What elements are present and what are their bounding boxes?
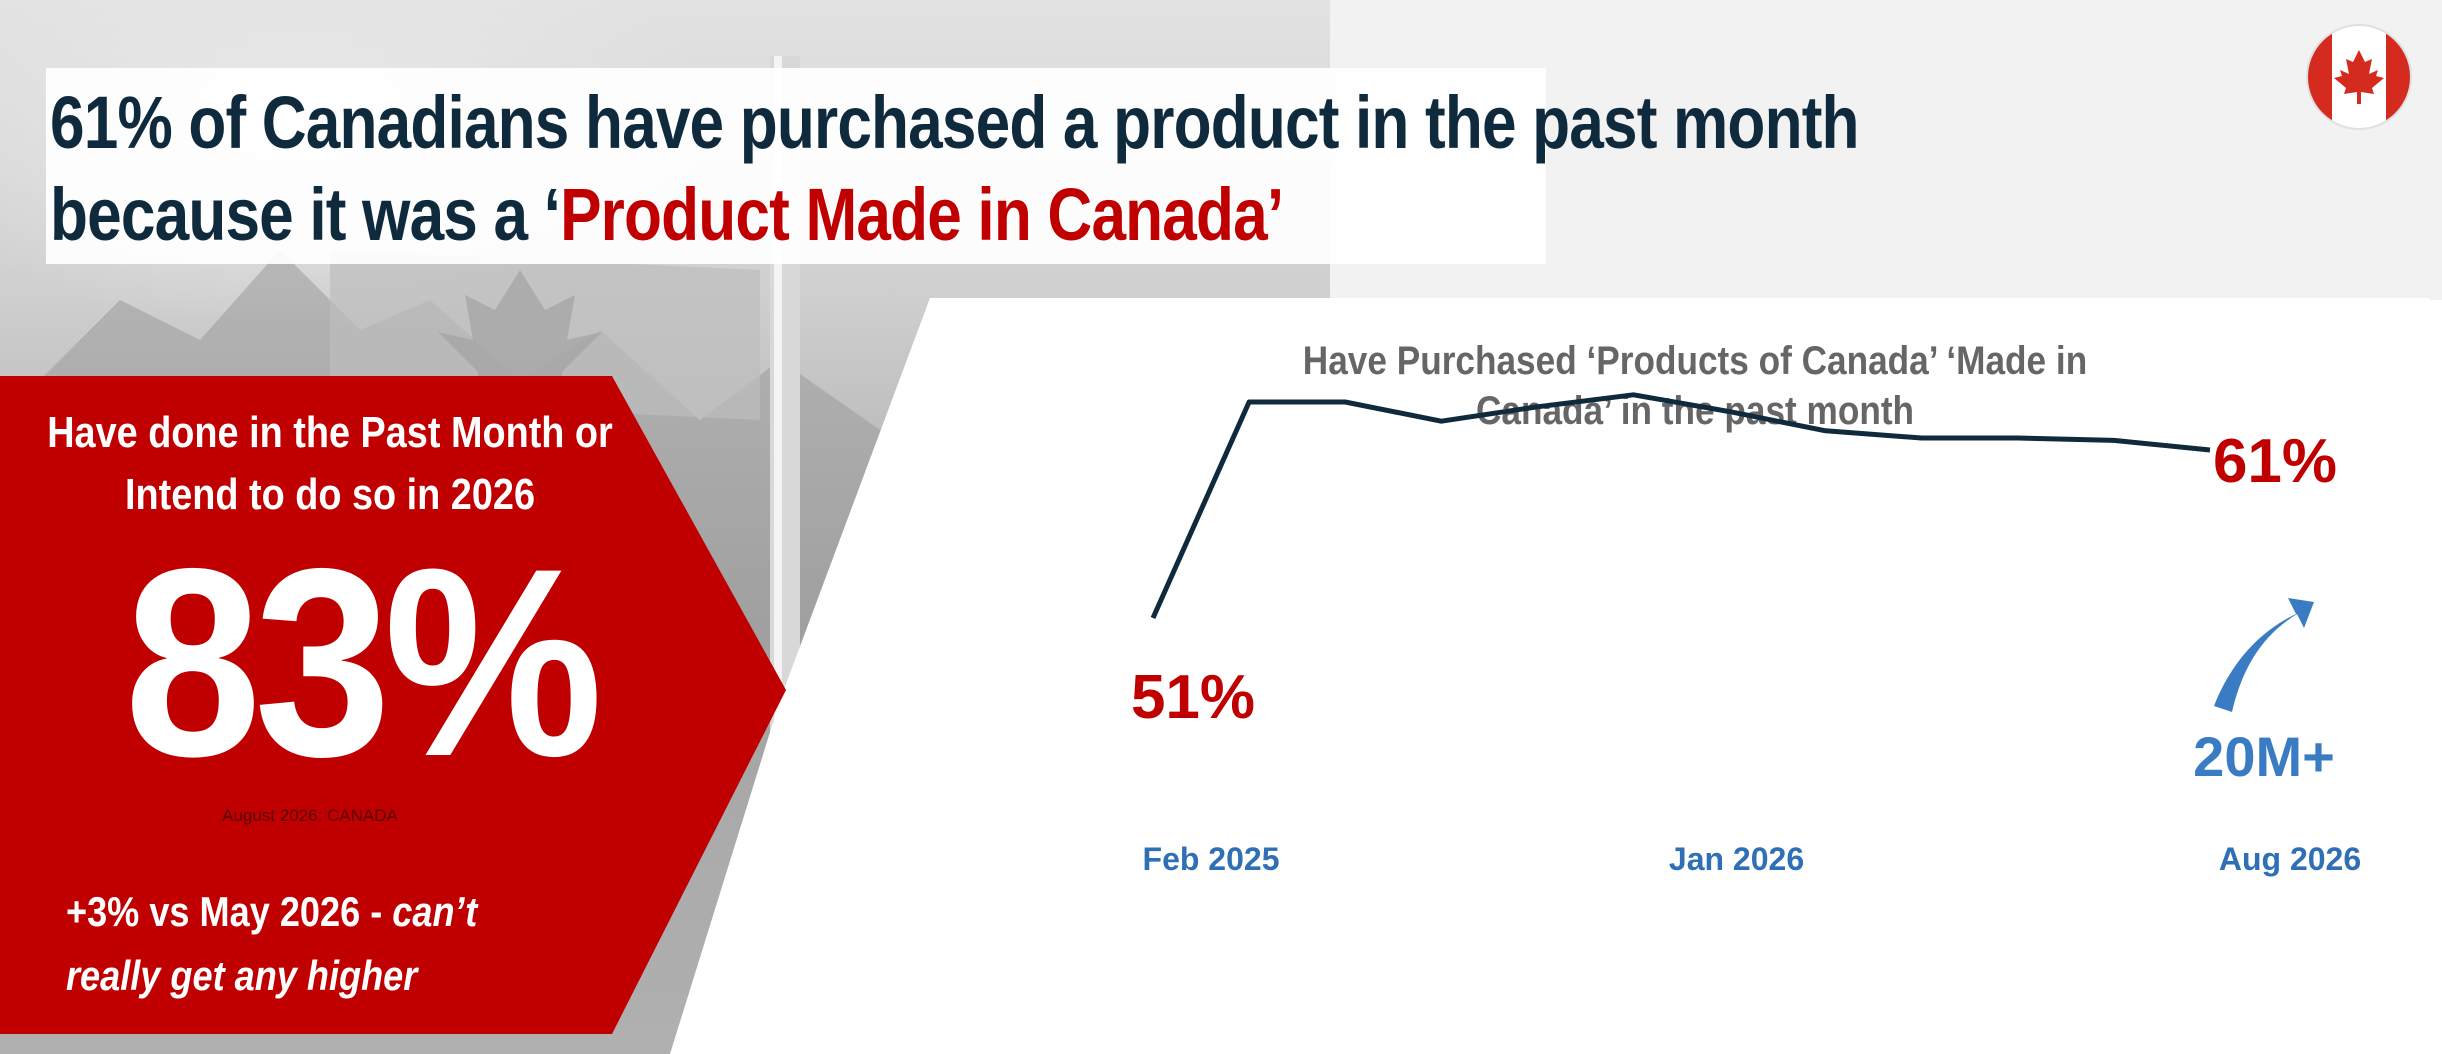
callout-heading-line-1: Have done in the Past Month or [47, 408, 613, 457]
data-label-start: 51% [1131, 663, 1255, 732]
title-highlight: Product Made in Canada [560, 173, 1268, 256]
x-tick-label: Jan 2026 [1669, 841, 1804, 877]
callout-note-italic-1: can’t [392, 888, 478, 935]
x-tick-label: Aug 2026 [2219, 841, 2361, 877]
annotation-20m: 20M+ [2193, 725, 2335, 788]
data-label-end: 61% [2213, 427, 2337, 496]
page-title-line-2: because it was a ‘Product Made in Canada… [50, 172, 1284, 257]
page-title-line-1: 61% of Canadians have purchased a produc… [50, 81, 1860, 164]
chart-title: Have Purchased ‘Products of Canada’ ‘Mad… [1302, 339, 2088, 433]
background-maple-leaf [438, 270, 602, 402]
callout-source: August 2026: CANADA [222, 806, 398, 825]
canada-flag-icon [2306, 24, 2412, 130]
callout-heading-line-2: Intend to do so in 2026 [125, 470, 535, 519]
callout-note-plain: +3% vs May 2026 - [66, 888, 393, 935]
callout-note: +3% vs May 2026 - can’t really get any hi… [66, 880, 477, 1008]
series-line [1150, 392, 2211, 620]
up-arrow-icon [2214, 598, 2314, 712]
flagpole-highlight [774, 56, 782, 1054]
x-tick-label: Feb 2025 [1143, 841, 1280, 877]
title-prefix: because it was a ‘ [50, 173, 561, 256]
callout-note-italic-2: really get any higher [66, 952, 418, 999]
callout-value: 83% [124, 512, 603, 812]
title-suffix: ’ [1266, 173, 1284, 256]
title-background [46, 68, 1546, 264]
